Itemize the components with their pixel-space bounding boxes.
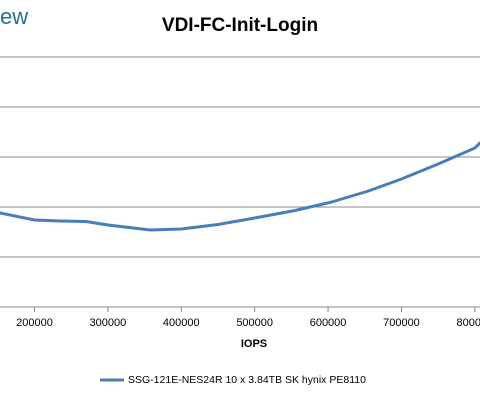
legend-label: SSG-121E-NES24R 10 x 3.84TB SK hynix PE8… [128,374,366,386]
x-tick-label: 500000 [236,317,273,329]
x-tick-label: 400000 [163,317,200,329]
x-tick-label: 700000 [383,317,420,329]
x-tick-label: 200000 [16,317,53,329]
x-tick-label: 800000 [457,317,480,329]
x-axis-label: IOPS [241,338,267,350]
x-tick-label: 300000 [90,317,127,329]
logo-text: ew [0,4,28,29]
chart-title: VDI-FC-Init-Login [162,15,318,36]
line-series [0,141,480,232]
x-tick-label: 600000 [310,317,347,329]
